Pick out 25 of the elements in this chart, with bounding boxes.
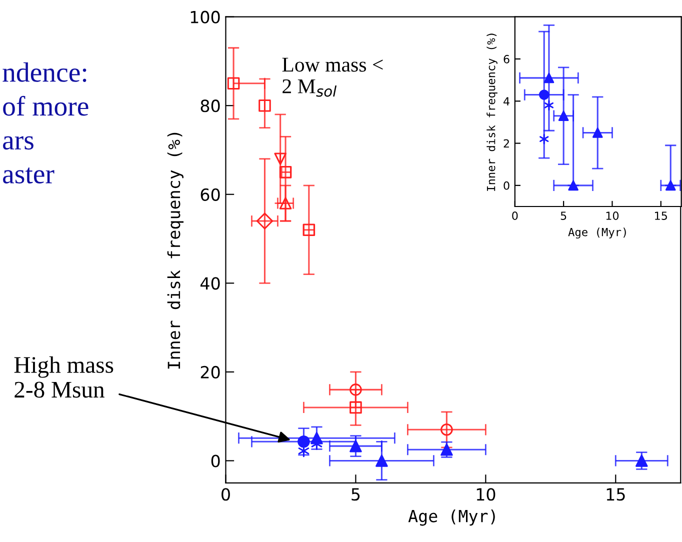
y-tick-label: 6 [504, 54, 510, 64]
y-tick-label: 4 [504, 97, 510, 106]
y-tick-label: 60 [200, 188, 220, 201]
x-tick-label: 0 [512, 212, 518, 220]
y-tick-label: 40 [200, 277, 220, 290]
x-tick-label: 10 [476, 488, 496, 501]
x-tick-label: 10 [606, 212, 619, 220]
y-tick-label: 2 [504, 139, 509, 148]
text: ndence: of more ars aster [2, 62, 88, 184]
x-tick-label: 0 [222, 488, 230, 501]
annotation: Low mass < 2 M$_{sol}$ [282, 58, 383, 97]
y-tick-label: 0 [504, 181, 510, 190]
x-axis-title: Age (Myr) [568, 228, 626, 238]
x-tick-label: 15 [606, 488, 625, 501]
y-tick-label: 0 [211, 454, 220, 468]
y-tick-label: 100 [190, 10, 220, 24]
y-axis-title: Inner disk frequency (%) [486, 34, 498, 191]
y-tick-label: 20 [200, 366, 220, 379]
x-axis-title: Age (Myr) [408, 509, 495, 526]
x-tick-label: 5 [560, 212, 566, 220]
annotation: High mass 2-8 Msun [14, 356, 114, 398]
y-tick-label: 80 [200, 100, 220, 112]
y-axis-title: Inner disk frequency (%) [167, 132, 184, 369]
x-tick-label: 15 [655, 212, 667, 220]
x-tick-label: 5 [352, 488, 360, 501]
